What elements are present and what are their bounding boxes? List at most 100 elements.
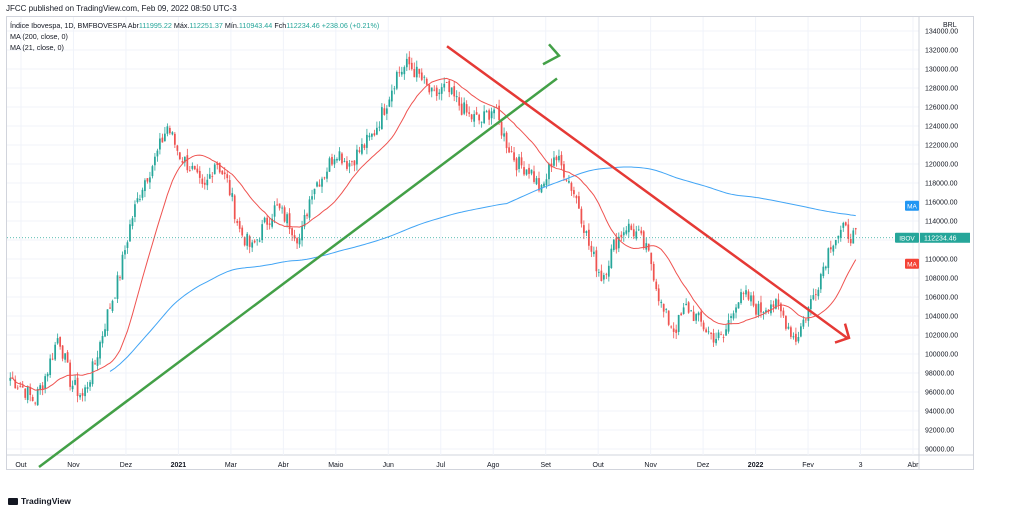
candle-body [116,275,119,299]
candle-body [26,387,29,400]
candle-body [79,395,81,398]
candle-body [296,238,298,244]
candle-body [725,329,727,336]
candle-body [523,167,525,175]
candle-body [218,162,221,173]
candle-body [854,228,857,230]
price-tick-label: 128000.00 [925,86,958,93]
candle-body [712,333,715,343]
svg-text:MA: MA [907,261,917,268]
candle-body [785,315,787,329]
candle-body [545,179,548,186]
candle-body [465,104,468,113]
candle-body [420,72,423,80]
candle-body [44,376,47,389]
candle-body [76,377,79,397]
candle-body [176,145,179,151]
candle-body [685,303,688,306]
candle-body [710,332,712,334]
currency-label: BRL [943,22,957,29]
candle-body [735,307,737,313]
candle-body [216,163,219,165]
candle-body [602,275,605,280]
candle-body [271,218,274,227]
candle-body [286,214,288,224]
ma21-legend[interactable]: MA (21, close, 0) [10,43,64,52]
high-value: 112251.37 [189,21,223,30]
candle-body [71,385,74,390]
candle-body [448,80,451,93]
chart-pane[interactable]: 90000.00 92000.00 94000.00 96000.00 98000.00… [6,16,974,470]
candle-body [14,379,17,389]
candle-body [445,82,448,83]
candle-body [478,114,481,121]
candle-body [493,109,495,114]
candle-body [326,171,328,179]
candle-body [293,235,296,239]
candle-body [283,207,286,222]
candle-body [757,303,760,315]
candle-body [164,133,166,142]
candle-body [368,135,371,138]
candle-body [682,307,685,314]
candle-body [642,231,645,248]
time-tick-label: Mar [225,462,238,469]
price-tick-label: 114000.00 [925,219,958,226]
candle-body [273,205,276,217]
uptrend-arrowhead [542,43,561,66]
candle-body [21,385,24,388]
candle-body [473,114,476,122]
tradingview-logo[interactable]: TradingView [8,496,71,506]
candle-body [94,363,96,365]
ma200-legend[interactable]: MA (200, close, 0) [10,32,68,41]
candle-body [717,332,720,339]
candle-body [720,334,722,336]
candle-body [146,178,149,182]
candle-body [745,290,747,295]
candle-body [670,326,673,328]
candle-body [662,303,665,312]
candle-body [518,156,520,169]
candle-body [251,242,254,248]
candle-body [548,163,550,180]
candle-body [777,299,780,305]
candle-body [54,344,57,360]
candle-body [765,310,767,313]
candle-body [124,250,126,255]
candle-body [258,240,261,242]
candle-body [371,133,373,137]
candle-body [31,396,34,402]
candle-body [483,111,486,124]
price-tick-label: 110000.00 [925,257,958,264]
candle-body [136,198,139,203]
candle-body [383,108,386,115]
candle-body [625,230,628,234]
time-tick-label: Fev [802,462,814,469]
candle-body [233,195,236,220]
candle-body [66,352,69,363]
ma21-price-tag[interactable]: MA [905,258,919,269]
candle-body [410,62,413,70]
candle-body [525,169,528,175]
ibov-price-tag[interactable]: IBOV 112234.46 [895,232,970,243]
candle-body [515,158,518,171]
candle-body [675,329,678,333]
candle-body [34,402,37,404]
candle-body [56,338,59,344]
price-chart[interactable]: 90000.00 92000.00 94000.00 96000.00 98000.00… [7,17,973,469]
candle-body [568,180,570,183]
candle-body [323,177,326,179]
price-tick-label: 126000.00 [925,105,958,112]
time-tick-label: Jul [436,462,445,469]
candle-body [178,152,181,160]
candle-body [697,312,700,316]
publish-text: JFCC published on TradingView.com, Feb 0… [6,4,237,13]
candle-body [588,229,590,246]
candle-body [565,179,568,181]
candle-body [89,382,91,387]
ma200-price-tag[interactable]: MA [905,200,919,211]
candle-body [560,154,563,166]
svg-text:IBOV: IBOV [899,235,915,242]
candle-body [353,160,356,166]
candle-body [553,157,555,166]
